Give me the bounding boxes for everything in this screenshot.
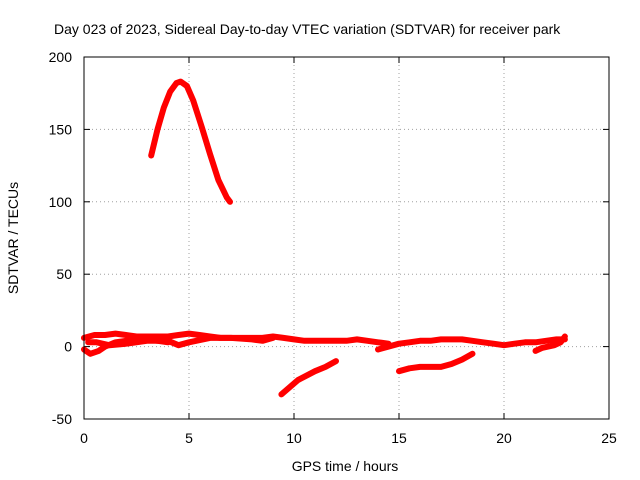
plot-frame — [83, 56, 610, 420]
series-arc-low-2 — [396, 350, 476, 375]
series-arc-low-1 — [278, 358, 339, 398]
x-tick-label: 10 — [286, 430, 302, 446]
series-lines — [81, 78, 568, 398]
series-arc-high-1 — [148, 78, 233, 205]
y-tick-label: 100 — [49, 194, 73, 210]
y-tick-label: 150 — [49, 121, 73, 137]
x-tick-label: 25 — [601, 430, 617, 446]
series-arc-main-5 — [532, 333, 568, 354]
tick-labels: 0 5 10 15 20 25 -50 0 50 100 150 200 — [49, 49, 617, 446]
x-tick-label: 15 — [391, 430, 407, 446]
series-arc-main-4 — [375, 336, 568, 353]
x-axis-label: GPS time / hours — [292, 458, 399, 474]
chart-title: Day 023 of 2023, Sidereal Day-to-day VTE… — [54, 21, 561, 37]
x-tick-label: 0 — [80, 430, 88, 446]
x-tick-label: 5 — [185, 430, 193, 446]
x-tick-label: 20 — [496, 430, 512, 446]
y-axis-label: SDTVAR / TECUs — [5, 182, 21, 294]
y-tick-label: 0 — [64, 339, 72, 355]
series-arc-main-3 — [85, 334, 276, 349]
y-tick-label: 50 — [56, 266, 72, 282]
y-tick-label: 200 — [49, 49, 73, 65]
y-tick-label: -50 — [52, 411, 72, 427]
grid-lines — [84, 57, 609, 419]
